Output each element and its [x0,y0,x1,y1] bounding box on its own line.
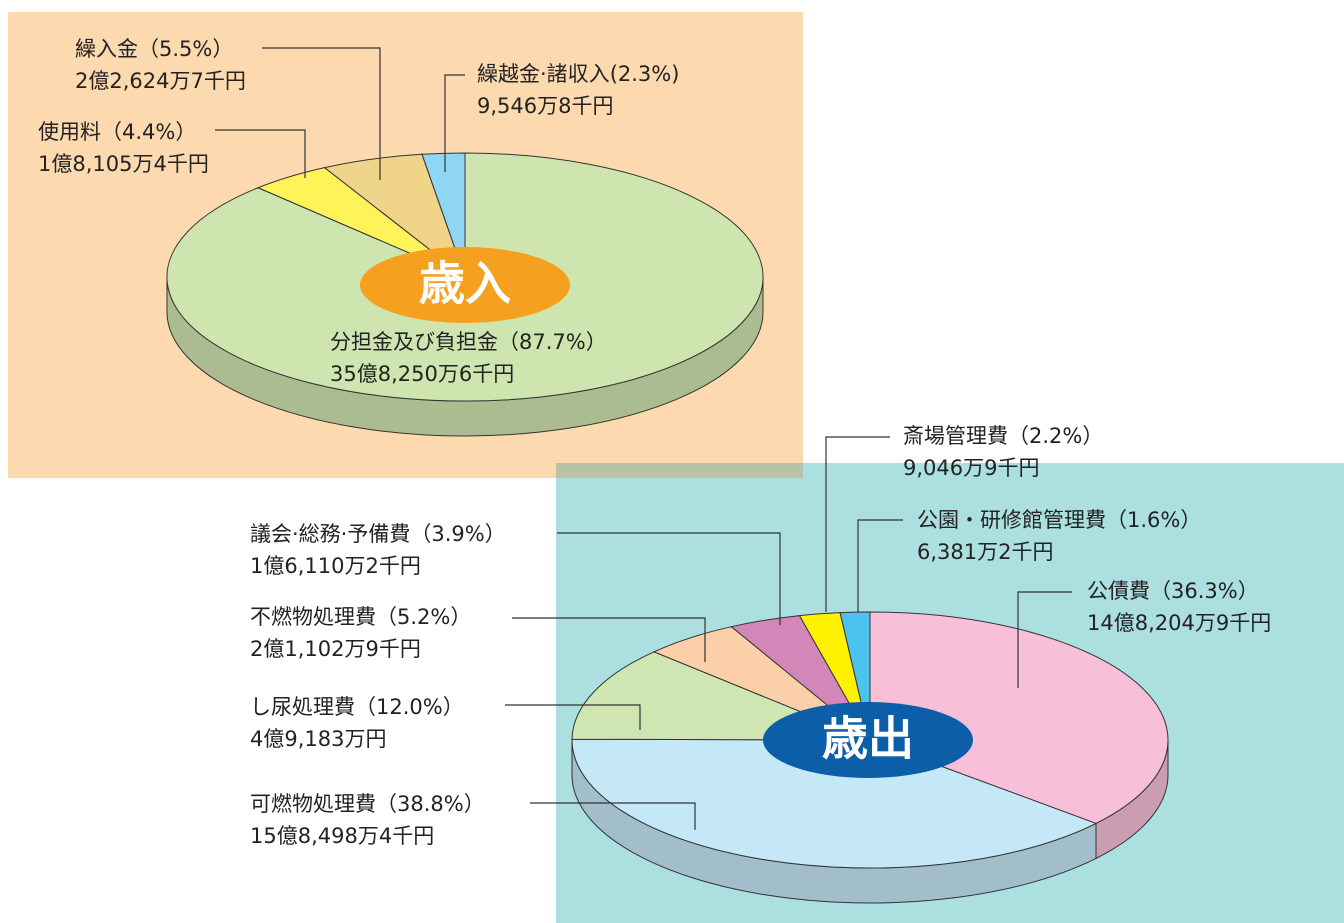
leader-line [857,519,903,612]
percent-label: (2.3%) [610,62,680,86]
percent-label: （3.9%） [410,522,505,546]
amount-label: 6,381万2千円 [917,540,1053,564]
percent-label: （38.8%） [376,792,485,816]
title-badge [360,247,570,323]
slice-label: 公債費（36.3%） [1087,579,1259,603]
amount-label: 1億6,110万2千円 [250,554,421,578]
amount-label: 35億8,250万6千円 [330,362,514,386]
percent-label: （2.2%） [1008,424,1103,448]
slice-label: 繰越金·諸収入(2.3%) [477,62,679,86]
amount-label: 2億1,102万9千円 [250,637,421,661]
leader-line [512,617,706,662]
leader-line [215,129,306,178]
pie-slice [421,152,466,278]
chart-title: 歳出 [822,712,914,766]
slice-label: 可燃物処理費（38.8%） [250,792,485,816]
percent-label: （1.6%） [1106,508,1201,532]
amount-label: 2億2,624万7千円 [75,69,246,93]
amount-label: 15億8,498万4千円 [250,824,434,848]
amount-label: 1億8,105万4千円 [38,152,209,176]
slice-label: 斎場管理費（2.2%） [903,424,1103,448]
category-name: 可燃物処理費 [250,792,376,816]
slice-label: 不燃物処理費（5.2%） [250,605,471,629]
leader-line [505,704,641,730]
category-name: 公債費 [1087,579,1150,603]
slice-label: 使用料（4.4%） [38,120,196,144]
slice-label: 公園・研修館管理費（1.6%） [917,508,1201,532]
amount-label: 4億9,183万円 [250,727,386,751]
chart-title: 歳入 [419,257,511,311]
leader-line [1017,591,1072,688]
percent-label: （36.3%） [1150,579,1259,603]
pie-slice [869,611,1169,824]
category-name: 使用料 [38,120,101,144]
category-name: 議会·総務·予備費 [250,522,410,546]
leader-line [825,436,890,612]
amount-label: 14億8,204万9千円 [1087,611,1271,635]
slice-label: 繰入金（5.5%） [75,37,233,61]
category-name: 公園・研修館管理費 [917,508,1106,532]
slice-label: 議会·総務·予備費（3.9%） [250,522,506,546]
leader-line [557,532,781,625]
slice-label: 分担金及び負担金（87.7%） [330,330,607,354]
leader-line [444,74,465,172]
panel-overlap [556,463,803,478]
category-name: 不燃物処理費 [250,605,376,629]
amount-label: 9,046万9千円 [903,456,1039,480]
percent-label: （4.4%） [101,120,196,144]
slice-label: し尿処理費（12.0%） [250,695,464,719]
category-name: 斎場管理費 [903,424,1008,448]
category-name: し尿処理費 [250,695,355,719]
title-badge [763,702,973,778]
category-name: 分担金及び負担金 [330,330,498,354]
leader-line [262,47,381,180]
percent-label: （5.5%） [138,37,233,61]
pie-slice [571,738,1098,869]
category-name: 繰入金 [75,37,138,61]
percent-label: （5.2%） [376,605,471,629]
percent-label: （12.0%） [355,695,464,719]
leader-line [530,802,696,830]
category-name: 繰越金·諸収入 [477,62,610,86]
amount-label: 9,546万8千円 [477,94,613,118]
percent-label: （87.7%） [498,330,607,354]
